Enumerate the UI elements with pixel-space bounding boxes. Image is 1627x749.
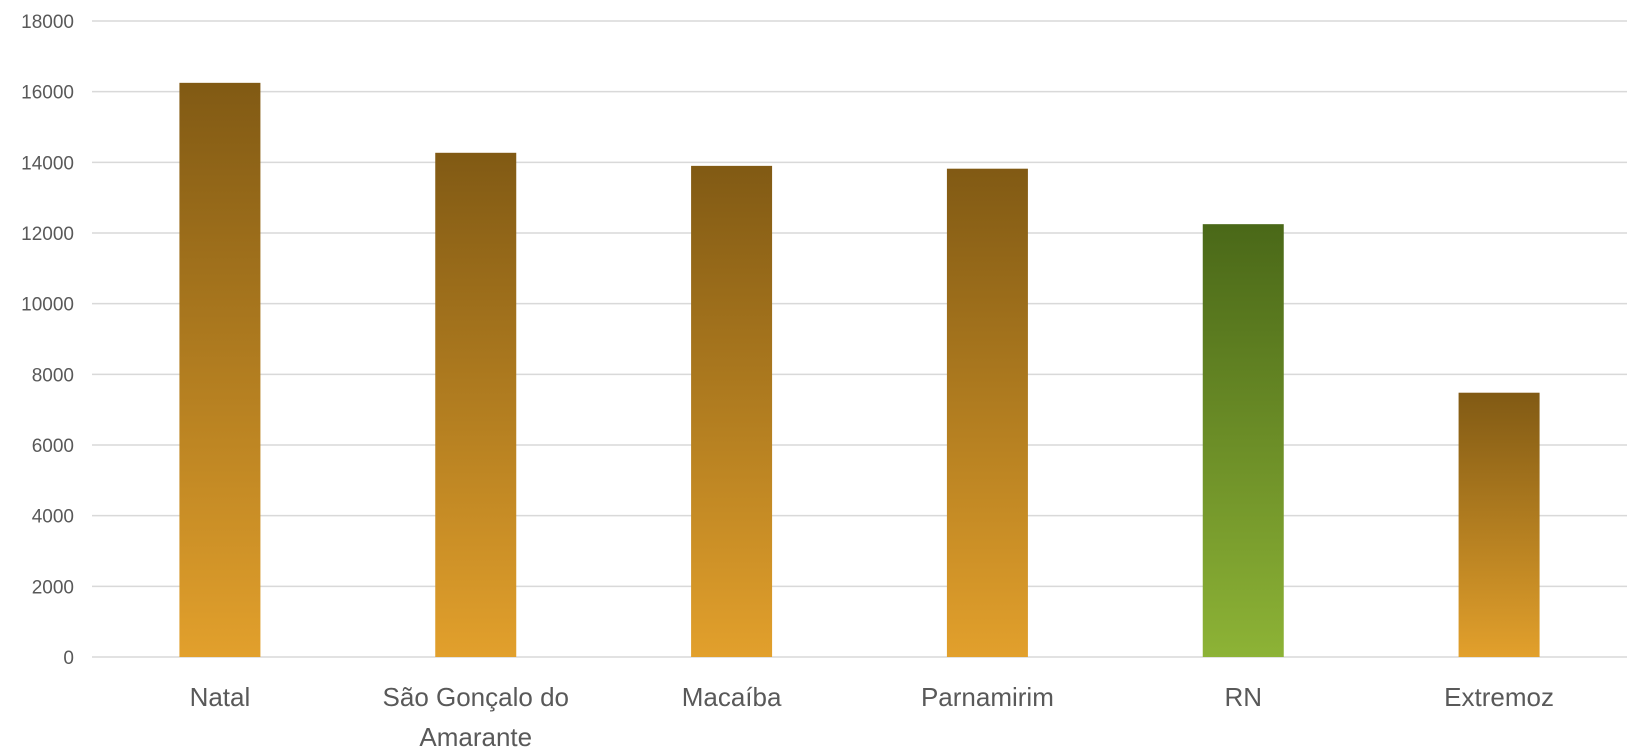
y-tick-label: 14000 — [21, 153, 74, 174]
x-category-label: Natal — [190, 682, 251, 712]
y-tick-label: 18000 — [21, 12, 74, 33]
bar-extremoz — [1458, 392, 1540, 657]
x-category-label: RN — [1224, 682, 1262, 712]
bar-rn — [1202, 224, 1284, 657]
x-category-label: Extremoz — [1444, 682, 1554, 712]
gridlines — [92, 20, 1627, 658]
bar-s-o-gon-alo-do-amarante — [435, 152, 517, 657]
y-tick-label: 2000 — [32, 577, 74, 598]
y-tick-label: 6000 — [32, 436, 74, 457]
x-category-label: Macaíba — [682, 682, 782, 712]
bars — [179, 82, 1540, 658]
y-tick-label: 12000 — [21, 224, 74, 245]
y-tick-label: 8000 — [32, 365, 74, 386]
y-tick-label: 16000 — [21, 83, 74, 104]
x-axis-category-labels: Natal São Gonçalo do Amarante Macaíba Parnam… — [190, 682, 1554, 749]
x-category-label: São Gonçalo do Amarante — [383, 682, 569, 749]
y-tick-label: 4000 — [32, 507, 74, 528]
x-category-label: Parnamirim — [921, 682, 1054, 712]
bar-natal — [179, 82, 261, 658]
bar-maca-ba — [691, 165, 773, 657]
bar-parnamirim — [946, 168, 1028, 657]
y-axis-tick-labels: 0 2000 4000 6000 8000 10000 12000 14000 16000 180… — [21, 12, 74, 669]
y-tick-label: 10000 — [21, 295, 74, 316]
y-tick-label: 0 — [63, 648, 74, 669]
